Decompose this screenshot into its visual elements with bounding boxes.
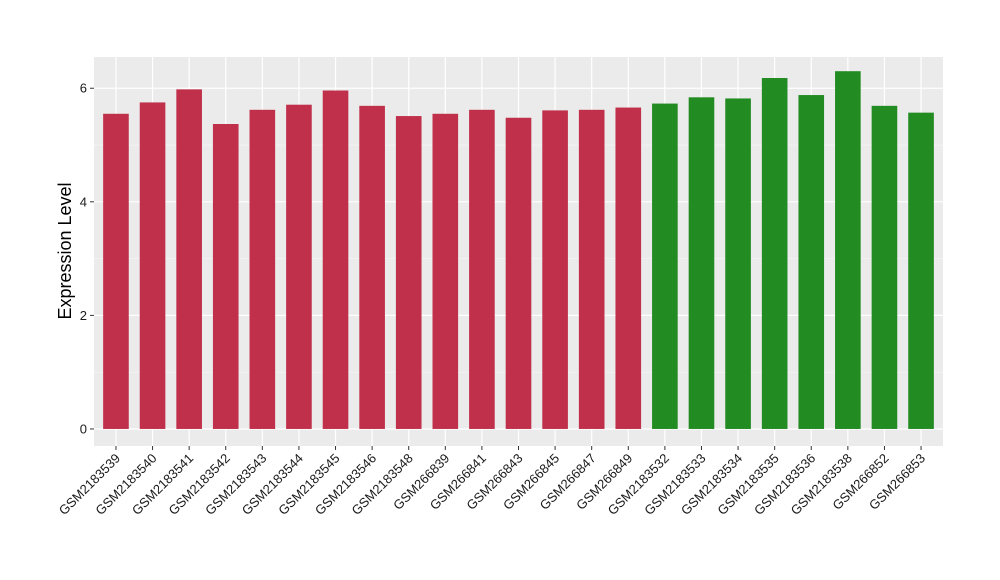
bar-GSM266849 [615,107,642,429]
bar-GSM2183539 [103,113,129,429]
bar-GSM2183538 [835,71,861,429]
bar-GSM2183535 [761,78,788,429]
bar-GSM266845 [542,110,568,429]
y-tick-label: 6 [80,81,87,96]
bar-GSM2183540 [139,102,166,429]
bar-GSM2183546 [359,105,385,429]
bar-GSM266852 [871,105,898,429]
bar-GSM266847 [578,109,605,429]
y-axis-title: Expression Level [55,182,75,319]
y-axis: 0 2 4 6 [80,81,94,436]
bar-GSM2183533 [688,97,715,429]
y-tick-label: 2 [80,308,87,323]
bar-GSM266839 [432,113,459,429]
y-tick-label: 0 [80,421,87,436]
bars [103,71,934,429]
bar-GSM2183542 [212,124,239,429]
y-tick-label: 4 [80,194,87,209]
bar-GSM266841 [469,109,495,429]
bar-GSM2183536 [798,95,825,429]
bar-GSM2183534 [725,98,751,429]
bar-GSM2183545 [322,90,349,429]
bar-GSM2183541 [176,89,202,429]
bar-GSM266843 [505,117,532,429]
bar-GSM2183548 [395,116,422,429]
bar-GSM2183543 [249,109,276,429]
bar-GSM2183544 [286,104,312,429]
x-axis: GSM2183539GSM2183540GSM2183541GSM2183542… [56,446,928,518]
bar-GSM266853 [908,112,934,429]
bar-GSM2183532 [652,103,678,429]
